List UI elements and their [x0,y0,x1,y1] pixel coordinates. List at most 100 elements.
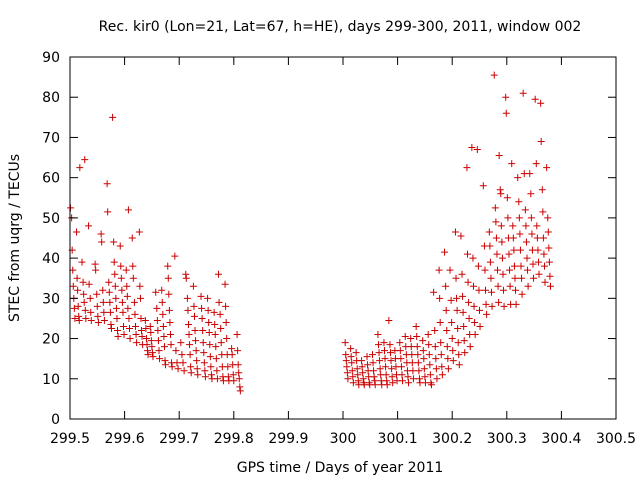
data-point [382,371,390,379]
data-point [397,355,405,363]
data-point [111,270,119,278]
data-point [353,365,361,373]
data-point [523,254,531,262]
data-point [545,244,553,252]
data-point [485,228,493,236]
data-point [349,373,357,381]
data-point [522,238,530,246]
data-point [105,288,113,296]
data-point [544,228,552,236]
data-point [401,333,409,341]
data-point [386,341,394,349]
y-tick-label: 50 [42,211,60,227]
data-point [154,327,162,335]
data-point [529,260,537,268]
data-point [376,365,384,373]
data-point [540,262,548,270]
y-tick-label: 30 [42,291,60,307]
data-point [469,254,477,262]
data-point [136,282,144,290]
data-point [347,353,355,361]
data-point [396,347,404,355]
data-point [368,351,376,359]
data-point [123,292,131,300]
data-point [116,242,124,250]
data-point [457,232,465,240]
data-point [147,337,155,345]
data-point [172,347,180,355]
x-tick-label: 299.7 [159,431,199,447]
x-tick-label: 300.2 [432,431,472,447]
data-point [383,377,391,385]
data-point [211,320,219,328]
y-tick-label: 10 [42,372,60,388]
data-point [412,322,420,330]
data-point [419,347,427,355]
data-point [385,316,393,324]
data-point [438,363,446,371]
data-point [85,280,93,288]
data-point [78,258,86,266]
data-point [494,282,502,290]
data-point [158,286,166,294]
data-point [370,367,378,375]
data-point [200,359,208,367]
data-point [186,351,194,359]
data-point [451,228,459,236]
data-point [213,375,221,383]
data-point [343,369,351,377]
data-point [98,238,106,246]
data-point [204,294,212,302]
data-point [233,331,241,339]
data-point [526,170,534,178]
data-point [433,375,441,383]
data-point [459,308,467,316]
data-point [533,222,541,230]
data-point [420,365,428,373]
data-point [73,274,81,282]
data-point [475,286,483,294]
data-point [99,286,107,294]
data-point [164,274,172,282]
data-point [74,302,82,310]
data-point [100,316,108,324]
data-point [75,316,83,324]
data-point [546,282,554,290]
data-point [92,266,100,274]
data-point [199,339,207,347]
data-point [415,375,423,383]
data-point [167,341,175,349]
data-point [426,371,434,379]
data-point [184,306,192,314]
data-point [466,343,474,351]
data-point [87,308,95,316]
data-point [99,298,107,306]
data-point [211,331,219,339]
data-point [105,278,113,286]
data-point [224,363,232,371]
data-point [80,298,88,306]
data-point [442,306,450,314]
data-point [94,318,102,326]
data-point [106,308,114,316]
data-point [205,318,213,326]
data-point [201,367,209,375]
data-point [104,208,112,216]
data-point [186,341,194,349]
x-tick-label: 299.8 [214,431,254,447]
data-point [443,327,451,335]
data-point [120,322,128,330]
data-point [514,174,522,182]
data-point [217,325,225,332]
data-point [81,306,89,314]
data-point [510,246,518,254]
data-point [342,357,350,365]
data-point [528,230,536,238]
data-point [144,351,152,359]
data-point [409,375,417,383]
x-tick-label: 299.5 [50,431,90,447]
data-point [430,288,438,296]
data-point [508,160,516,168]
data-point [222,318,230,326]
data-point [79,278,87,286]
